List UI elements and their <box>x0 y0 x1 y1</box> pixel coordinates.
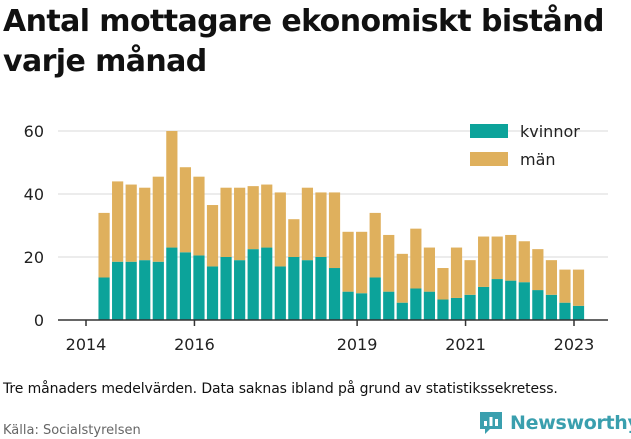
x-tick-label: 2014 <box>66 335 107 354</box>
bar-man-2022-05 <box>532 249 544 291</box>
bar-man-2020-11 <box>450 247 463 298</box>
bar-kvinnor-2017-11 <box>288 257 300 320</box>
bar-kvinnor-2022-02 <box>518 282 530 320</box>
legend-label: kvinnor <box>520 122 580 141</box>
bar-man-2020-02 <box>410 228 422 289</box>
brand-name: Newsworthy <box>510 412 631 434</box>
bar-man-2016-08 <box>220 187 232 257</box>
bar-kvinnor-2022-05 <box>532 290 544 320</box>
legend-swatch <box>470 124 508 138</box>
bar-kvinnor-2016-02 <box>193 255 205 320</box>
bar-kvinnor-2015-05 <box>152 261 164 320</box>
bar-kvinnor-2018-11 <box>342 291 354 320</box>
bar-man-2018-02 <box>301 187 314 261</box>
bar-man-2016-05 <box>206 205 219 267</box>
newsworthy-logo[interactable]: Newsworthy <box>477 407 631 439</box>
chart-title: Antal mottagare ekonomiskt bistånd varje… <box>3 4 604 79</box>
bar-kvinnor-2022-11 <box>559 302 571 320</box>
bar-man-2014-11 <box>125 184 137 262</box>
bar-kvinnor-2019-11 <box>396 302 408 320</box>
x-tick-label: 2021 <box>445 335 486 354</box>
bars <box>98 131 585 321</box>
bar-man-2020-08 <box>437 268 449 300</box>
bar-man-2017-11 <box>288 219 300 257</box>
bar-kvinnor-2015-08 <box>166 247 178 320</box>
bar-kvinnor-2014-05 <box>98 277 110 320</box>
newsworthy-logo-icon <box>480 412 502 434</box>
bar-kvinnor-2022-08 <box>545 294 558 320</box>
bar-kvinnor-2019-05 <box>369 277 381 320</box>
bar-kvinnor-2019-02 <box>356 293 368 320</box>
chart-note: Tre månaders medelvärden. Data saknas ib… <box>3 381 558 397</box>
bar-kvinnor-2014-11 <box>125 261 137 320</box>
bar-man-2015-02 <box>139 187 151 261</box>
source-label: Källa: Socialstyrelsen <box>3 423 141 438</box>
bar-kvinnor-2017-02 <box>247 249 259 321</box>
bar-kvinnor-2021-05 <box>478 286 490 320</box>
bar-man-2014-08 <box>112 181 124 262</box>
bar-man-2015-11 <box>179 167 192 253</box>
bar-kvinnor-2016-11 <box>234 260 246 320</box>
bar-kvinnor-2020-11 <box>450 297 463 320</box>
bar-man-2022-11 <box>559 269 571 303</box>
bar-man-2019-11 <box>396 253 408 303</box>
bar-man-2021-11 <box>505 234 517 281</box>
bar-man-2019-05 <box>369 212 381 278</box>
x-tick-label: 2019 <box>337 335 378 354</box>
bar-kvinnor-2018-05 <box>315 257 327 320</box>
x-tick-label: 2023 <box>554 335 595 354</box>
bar-kvinnor-2017-08 <box>274 266 286 320</box>
bar-kvinnor-2023-02 <box>572 305 585 320</box>
bar-kvinnor-2016-08 <box>220 257 232 320</box>
x-axis: 2014 2016 2019 2021 2023 <box>58 319 608 354</box>
x-tick-label: 2016 <box>174 335 215 354</box>
bar-kvinnor-2021-11 <box>505 280 517 321</box>
bar-kvinnor-2018-02 <box>301 260 314 320</box>
bar-man-2019-02 <box>356 231 368 294</box>
y-tick-label: 0 <box>34 311 44 330</box>
bar-man-2015-08 <box>166 131 178 248</box>
y-tick-label: 40 <box>24 185 44 204</box>
bar-kvinnor-2021-08 <box>491 279 503 320</box>
legend: kvinnor män <box>470 122 580 169</box>
bar-man-2017-05 <box>261 184 273 248</box>
y-axis: 0 20 40 60 <box>24 122 44 330</box>
legend-swatch <box>470 152 508 166</box>
bar-man-2021-02 <box>464 260 476 295</box>
bar-man-2022-02 <box>518 241 530 283</box>
bar-kvinnor-2014-08 <box>112 261 124 320</box>
bar-man-2019-08 <box>383 234 395 292</box>
bar-kvinnor-2020-02 <box>410 288 422 320</box>
y-tick-label: 20 <box>24 248 44 267</box>
bar-man-2016-11 <box>234 187 246 261</box>
bar-man-2014-05 <box>98 212 110 278</box>
bar-kvinnor-2016-05 <box>206 266 219 320</box>
bar-kvinnor-2020-08 <box>437 299 449 320</box>
bar-kvinnor-2018-08 <box>328 268 341 320</box>
bar-man-2021-08 <box>491 236 503 280</box>
bar-man-2015-05 <box>152 176 164 262</box>
bar-kvinnor-2021-02 <box>464 294 476 320</box>
bar-man-2022-08 <box>545 260 558 295</box>
y-tick-label: 60 <box>24 122 44 141</box>
legend-label: män <box>520 150 556 169</box>
bar-man-2017-08 <box>274 192 286 267</box>
bar-man-2017-02 <box>247 186 259 250</box>
bar-man-2021-05 <box>478 236 490 287</box>
bar-man-2023-02 <box>572 269 585 306</box>
bar-man-2018-11 <box>342 231 354 292</box>
bar-kvinnor-2019-08 <box>383 291 395 320</box>
bar-man-2018-08 <box>328 192 341 269</box>
bar-kvinnor-2017-05 <box>261 247 273 320</box>
bar-man-2018-05 <box>315 192 327 257</box>
bar-man-2016-02 <box>193 176 205 256</box>
bar-kvinnor-2015-02 <box>139 260 151 320</box>
bar-kvinnor-2015-11 <box>179 252 192 320</box>
bar-kvinnor-2020-05 <box>423 291 436 320</box>
bar-man-2020-05 <box>423 247 436 292</box>
stacked-bar-chart: 2014 2016 2019 2021 2023 0 20 40 60 kvinnor män <box>24 122 608 354</box>
